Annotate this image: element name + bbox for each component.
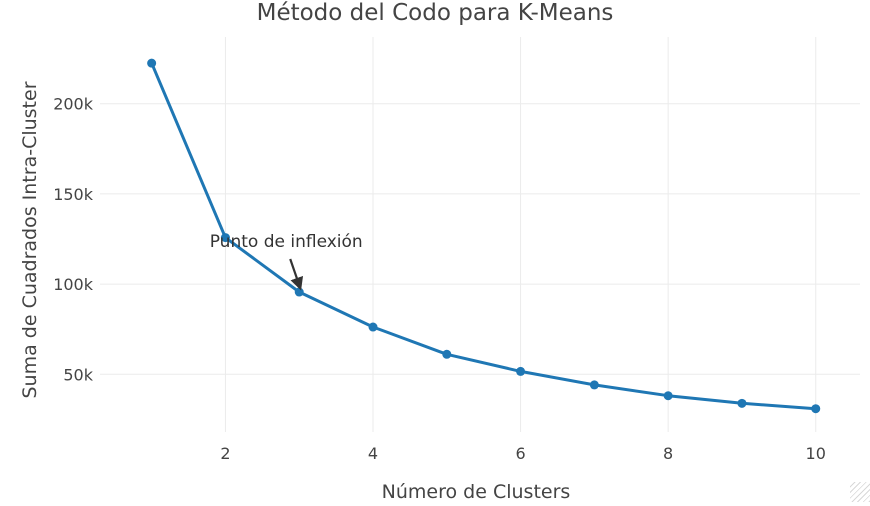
data-point[interactable] [294,287,304,297]
y-tick-label: 200k [53,95,94,114]
data-point[interactable] [516,366,526,376]
x-tick-label: 8 [663,444,673,463]
data-point[interactable] [589,380,599,390]
chart-title: Método del Codo para K-Means [257,0,614,26]
data-point[interactable] [737,398,747,408]
data-point[interactable] [147,58,157,68]
grid-layer [100,37,860,432]
data-point[interactable] [368,322,378,332]
resize-handle-icon[interactable] [850,482,870,502]
tick-labels: 2 4 6 8 10 50k 100k 150k 200k [53,95,826,463]
y-tick-label: 50k [63,365,93,384]
x-tick-label: 6 [515,444,525,463]
annotation-arrow [289,258,304,291]
data-point[interactable] [663,391,673,401]
x-tick-label: 10 [806,444,826,463]
x-axis-title: Número de Clusters [382,481,571,502]
annotation-layer: Punto de inflexión [210,232,363,291]
y-tick-label: 100k [53,275,94,294]
x-tick-label: 2 [220,444,230,463]
y-axis-title: Suma de Cuadrados Intra-Cluster [19,81,41,398]
data-point[interactable] [442,349,452,359]
series-line [150,61,818,411]
data-point[interactable] [811,404,821,414]
x-tick-label: 4 [368,444,378,463]
y-tick-label: 150k [53,185,94,204]
annotation-label: Punto de inflexión [210,232,363,252]
data-point[interactable] [220,233,230,243]
